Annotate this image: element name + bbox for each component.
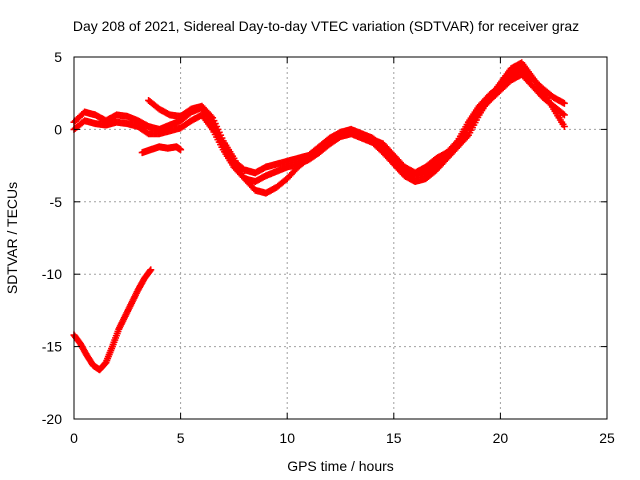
data-point [147,266,155,274]
x-axis-title: GPS time / hours [287,458,394,474]
series-track-4 [138,143,185,157]
tick-layer: 0 5 10 15 20 25 5 0 -5 -10 -15 -20 [42,49,615,446]
x-tick-label: 0 [70,430,78,446]
y-tick-label: -5 [50,194,63,210]
data-point [463,133,471,141]
data-point [560,111,568,119]
plot-frame [73,56,608,420]
x-tick-label: 20 [493,430,509,446]
data-point [560,123,568,131]
data-point [207,112,215,120]
data-point [559,110,567,118]
y-tick-label: -15 [42,339,62,355]
y-tick-label: 5 [54,49,62,65]
data-point [560,99,568,107]
data-point [177,146,185,154]
x-tick-label: 15 [386,430,402,446]
series-track-3 [145,59,568,197]
x-tick-label: 5 [177,430,185,446]
chart-title: Day 208 of 2021, Sidereal Day-to-day VTE… [73,18,579,34]
y-tick-label: -10 [42,266,62,282]
x-tick-label: 10 [279,430,295,446]
series-track-5 [70,266,155,374]
data-layer [70,59,568,374]
x-tick-label: 25 [599,430,615,446]
y-tick-label: -20 [42,411,62,427]
y-tick-label: 0 [54,121,62,137]
y-axis-title: SDTVAR / TECUs [4,182,20,294]
